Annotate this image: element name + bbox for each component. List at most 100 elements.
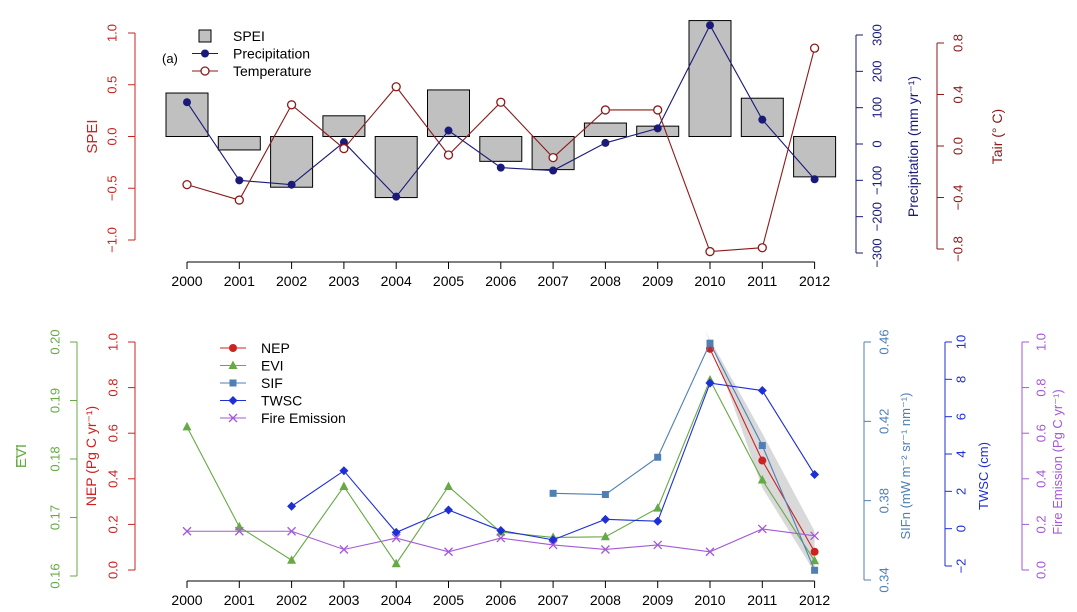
precipitation-point [496, 163, 505, 172]
precipitation-point [392, 192, 401, 201]
twsc-axis-tick-label: 0 [953, 525, 968, 532]
precipitation-point [444, 126, 453, 135]
precipitation-point [810, 175, 819, 184]
evi-axis-tick-label: 0.17 [47, 505, 62, 530]
evi-axis: 0.16 0.17 0.18 0.19 0.20 [47, 329, 78, 589]
temperature-point [391, 82, 401, 92]
twsc-series [287, 378, 820, 545]
spei-bar [583, 122, 627, 137]
x-tick-label: 2003 [328, 273, 359, 289]
evi-point [653, 503, 663, 512]
legend-label: Precipitation [233, 46, 310, 62]
precipitation-point [339, 138, 348, 147]
x-tick-label: 2009 [642, 592, 673, 608]
x-tick-label: 2000 [171, 592, 202, 608]
x-tick-label: 2012 [799, 273, 830, 289]
spei-bars [165, 20, 837, 199]
temperature-point [496, 97, 506, 107]
x-tick-label: 2007 [538, 592, 569, 608]
x-tick-label: 2005 [433, 592, 464, 608]
x-tick-label: 2009 [642, 273, 673, 289]
sif-point [549, 489, 557, 497]
twsc-point [757, 386, 767, 396]
x-tick-label: 2000 [171, 273, 202, 289]
temperature-axis-tick-label: −0.8 [950, 236, 965, 262]
fire-emission-point [287, 526, 297, 536]
fire-axis-label: Fire Emission (Pg C yr⁻¹) [1050, 389, 1065, 535]
sif-axis-label: SIFn (mW m⁻² sr⁻¹ nm⁻¹) [898, 393, 913, 540]
x-tick-label: 2006 [485, 273, 516, 289]
precipitation-axis: −300 −200 −100 0 100 200 300 [855, 24, 884, 268]
temperature-point [339, 143, 349, 154]
spei-bar [793, 136, 837, 178]
sif-axis-tick-label: 0.46 [876, 329, 891, 354]
twsc-point [496, 526, 506, 536]
fire-emission-point [444, 547, 453, 557]
twsc-axis-tick-label: 4 [953, 450, 968, 457]
precipitation-axis-tick-label: −300 [869, 238, 884, 267]
evi-point [339, 481, 349, 490]
evi-axis-tick-label: 0.19 [47, 388, 62, 413]
temperature-point [548, 152, 558, 163]
legend-label: Fire Emission [261, 410, 346, 426]
precipitation-point [758, 115, 767, 124]
fire-emission-point [600, 545, 610, 554]
evi-point [600, 531, 610, 541]
twsc-axis-tick-label: 8 [953, 376, 968, 383]
nep-axis-tick-label: 1.0 [105, 333, 120, 351]
temperature-point [234, 195, 244, 205]
sif-axis-tick-label: 0.42 [876, 409, 891, 434]
evi-point [757, 475, 767, 484]
x-tick-label: 2012 [799, 592, 830, 608]
sif-series [549, 339, 819, 574]
sif-point [601, 491, 609, 499]
nep-axis-tick-label: 0.2 [105, 515, 120, 533]
twsc-axis-tick-label: −2 [953, 559, 968, 574]
precipitation-axis-tick-label: −100 [869, 166, 884, 195]
twsc-point [653, 516, 663, 526]
legend-label: TWSC [261, 393, 302, 409]
temperature-point [286, 100, 297, 110]
fire-emission-point [496, 533, 506, 543]
twsc-point [391, 527, 401, 537]
x-tick-label: 2006 [485, 592, 516, 608]
nep-axis-tick-label: 0.0 [105, 561, 120, 579]
bottom-x-axis: 2000 2001 2002 2003 2004 2005 2006 2007 2008 2009… [171, 580, 830, 608]
fire-emission-point [705, 547, 715, 557]
temperature-axis-tick-label: 0.8 [950, 34, 965, 52]
fire-axis-tick-label: 0.0 [1033, 561, 1048, 579]
temperature-point [182, 179, 192, 190]
panel-label: (a) [162, 51, 178, 66]
spei-axis-tick-label: 0.5 [104, 76, 119, 94]
top-x-axis: 2000 2001 2002 2003 2004 2005 2006 2007 2008 2009… [171, 261, 830, 289]
twsc-axis-tick-label: 10 [953, 335, 968, 349]
fire-emission-point [339, 545, 349, 554]
legend-label: EVI [261, 358, 284, 374]
precipitation-axis-label: Precipitation (mm yr⁻¹) [905, 76, 921, 217]
fire-emission-point [182, 526, 192, 536]
fire-emission-point [391, 533, 401, 543]
x-tick-label: 2002 [276, 592, 307, 608]
fire-axis-tick-label: 0.2 [1033, 515, 1048, 533]
x-tick-label: 2003 [328, 592, 359, 608]
legend-marker-temperature [200, 66, 210, 76]
precipitation-point [706, 21, 714, 30]
evi-point [444, 481, 453, 490]
temperature-axis-tick-label: 0.0 [950, 137, 965, 155]
spei-bar [374, 136, 418, 199]
temperature-axis-tick-label: 0.4 [950, 85, 965, 103]
fire-emission-point [548, 540, 558, 550]
legend-label: Temperature [233, 63, 312, 79]
x-tick-label: 2011 [747, 592, 777, 608]
sif-point [758, 442, 766, 450]
twsc-point [600, 514, 610, 524]
x-tick-label: 2008 [590, 592, 621, 608]
legend-label: SIF [261, 375, 283, 391]
spei-axis-label: SPEI [84, 119, 101, 153]
temperature-axis-tick-label: −0.4 [950, 185, 965, 211]
temperature-axis: −0.8 −0.4 0.0 0.4 0.8 [936, 34, 965, 262]
x-tick-label: 2010 [694, 273, 725, 289]
x-tick-label: 2007 [538, 273, 569, 289]
spei-axis-tick-label: −0.5 [104, 175, 119, 201]
